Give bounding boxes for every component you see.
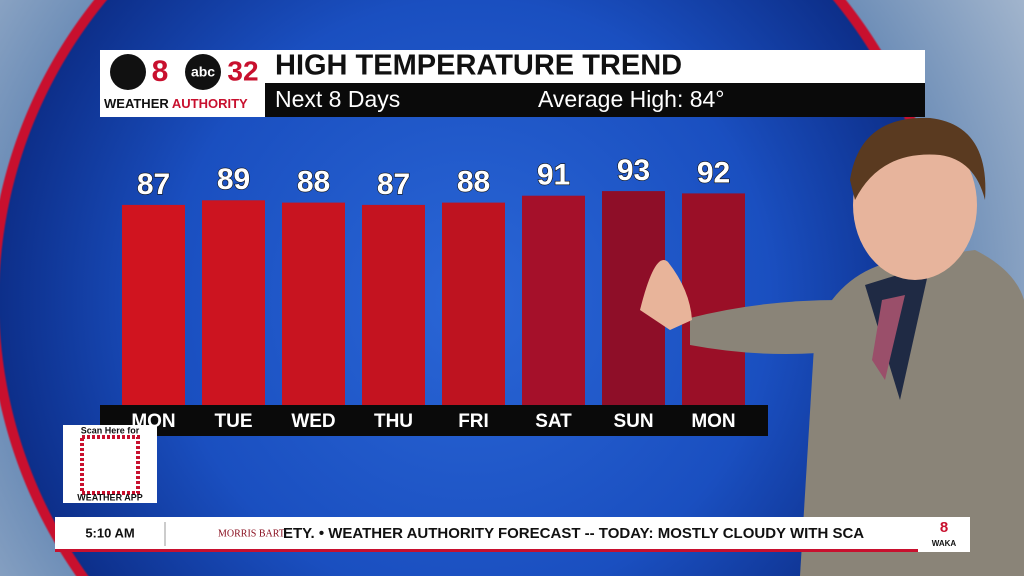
value-label: 93: [617, 154, 650, 187]
ticker-logo-number: 8: [940, 519, 948, 536]
x-tick-label: SAT: [535, 411, 572, 432]
day-strip: [100, 405, 768, 436]
bar: [282, 202, 345, 405]
chart-subtitle: Next 8 Days: [275, 86, 400, 112]
x-tick-label: TUE: [215, 411, 253, 432]
ticker-text: ETY. • WEATHER AUTHORITY FORECAST -- TOD…: [283, 525, 864, 542]
channel-number: 32: [227, 55, 258, 86]
bar: [682, 193, 745, 405]
x-tick-label: SUN: [613, 411, 653, 432]
cbs-eye: [110, 54, 146, 90]
x-tick-label: WED: [291, 411, 335, 432]
ticker-bar: [55, 517, 970, 552]
brand-weather: WEATHER: [104, 96, 172, 111]
station-number: 8: [152, 55, 169, 88]
network-logo: abc: [191, 64, 215, 80]
ticker-time: 5:10 AM: [85, 525, 134, 540]
value-label: 91: [537, 159, 570, 192]
qr-caption-top: Scan Here for: [81, 425, 140, 435]
ticker-logo-box: [918, 517, 970, 552]
average-high: Average High: 84°: [538, 86, 725, 112]
x-tick-label: THU: [374, 411, 413, 432]
bar: [522, 195, 585, 405]
value-label: 92: [697, 156, 730, 189]
bar: [202, 200, 265, 405]
bar: [122, 204, 185, 405]
ticker-logo-call: WAKA: [932, 539, 957, 548]
bar: [442, 202, 505, 405]
abc-circle: [185, 54, 221, 90]
value-label: 87: [137, 168, 170, 201]
brand-authority: AUTHORITY: [172, 96, 248, 111]
qr-code: [80, 435, 140, 495]
value-label: 88: [297, 166, 330, 199]
x-tick-label: MON: [691, 411, 735, 432]
bar: [362, 204, 425, 405]
presenter: [640, 117, 1024, 576]
value-label: 89: [217, 163, 250, 196]
ticker-sponsor: MORRIS BART: [218, 528, 285, 539]
brand: WEATHER AUTHORITY: [104, 96, 248, 111]
chart-title: HIGH TEMPERATURE TREND: [275, 50, 682, 82]
qr-caption-bottom: WEATHER APP: [77, 492, 143, 502]
value-label: 87: [377, 168, 410, 201]
ticker-accent: [55, 549, 970, 552]
value-label: 88: [457, 166, 490, 199]
x-tick-label: FRI: [458, 411, 489, 432]
